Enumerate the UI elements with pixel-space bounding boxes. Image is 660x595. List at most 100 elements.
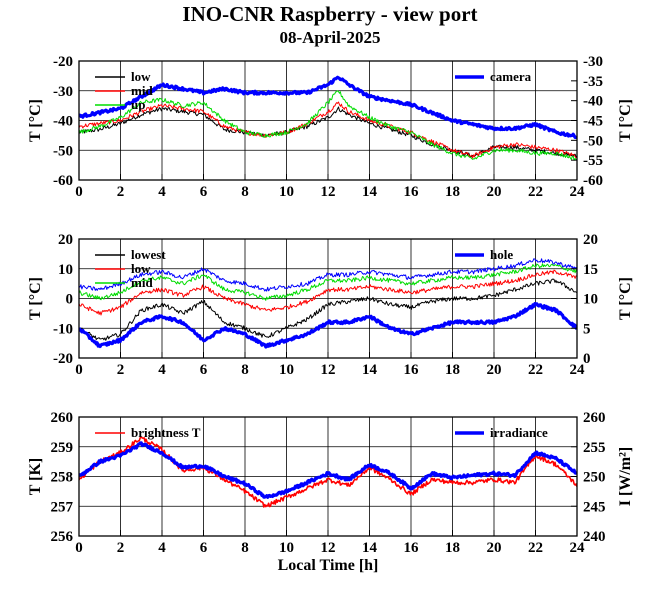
chart-title: INO-CNR Raspberry - view port bbox=[182, 2, 478, 26]
x-tick-label: 6 bbox=[200, 184, 208, 200]
series-line-hole bbox=[79, 302, 577, 349]
y-tick-label-right: 245 bbox=[583, 499, 606, 515]
y-tick-label-left: 10 bbox=[58, 262, 73, 278]
series-line-mid bbox=[79, 101, 577, 159]
legend-label: up bbox=[131, 97, 145, 112]
y-tick-label-right: 255 bbox=[583, 440, 606, 456]
y-tick-label-left: -10 bbox=[53, 321, 73, 337]
legend-label: brightness T bbox=[131, 425, 201, 440]
y-tick-label-left: 20 bbox=[58, 232, 73, 248]
x-tick-label: 0 bbox=[75, 540, 83, 556]
x-tick-label: 16 bbox=[404, 362, 420, 378]
x-tick-label: 0 bbox=[75, 362, 83, 378]
x-tick-label: 10 bbox=[279, 540, 294, 556]
x-tick-label: 2 bbox=[117, 362, 125, 378]
y-tick-label-right: 250 bbox=[583, 470, 606, 486]
y-axis-label-right: T [°C] bbox=[617, 99, 634, 142]
y-tick-label-right: 20 bbox=[583, 232, 598, 248]
x-tick-label: 4 bbox=[158, 362, 166, 378]
plot-area bbox=[79, 258, 577, 349]
x-tick-label: 24 bbox=[570, 184, 586, 200]
x-tick-label: 16 bbox=[404, 540, 420, 556]
x-tick-label: 12 bbox=[321, 184, 336, 200]
y-tick-label-right: -55 bbox=[583, 153, 603, 169]
y-tick-label-left: -40 bbox=[53, 114, 73, 130]
y-tick-label-left: -50 bbox=[53, 143, 73, 159]
legend-label: low bbox=[131, 69, 151, 84]
y-tick-label-right: 240 bbox=[583, 529, 606, 545]
x-tick-label: 10 bbox=[279, 184, 294, 200]
x-tick-label: 8 bbox=[241, 184, 249, 200]
series-line-camera bbox=[79, 75, 577, 140]
x-tick-label: 20 bbox=[487, 184, 502, 200]
legend-label: irradiance bbox=[490, 425, 548, 440]
y-tick-label-left: 259 bbox=[51, 440, 74, 456]
x-tick-label: 12 bbox=[321, 540, 336, 556]
x-tick-label: 2 bbox=[117, 184, 125, 200]
y-tick-label-right: -60 bbox=[583, 173, 603, 189]
y-axis-label-right: I [W/m²] bbox=[617, 447, 634, 506]
y-tick-label-right: -35 bbox=[583, 74, 603, 90]
series-line-lowest bbox=[79, 278, 577, 341]
series-line-brightness-T bbox=[79, 436, 577, 508]
y-tick-label-right: 15 bbox=[583, 262, 598, 278]
x-tick-label: 6 bbox=[200, 540, 208, 556]
plot-area bbox=[79, 436, 577, 508]
y-tick-label-left: 257 bbox=[51, 499, 74, 515]
x-tick-label: 24 bbox=[570, 540, 586, 556]
x-tick-label: 8 bbox=[241, 362, 249, 378]
y-tick-label-right: -50 bbox=[583, 133, 603, 149]
x-tick-label: 12 bbox=[321, 362, 336, 378]
x-tick-label: 14 bbox=[362, 184, 378, 200]
y-tick-label-left: -30 bbox=[53, 84, 73, 100]
series-line-upper bbox=[79, 258, 577, 292]
y-axis-label-left: T [°C] bbox=[27, 277, 44, 320]
legend-label: low bbox=[131, 261, 151, 276]
x-tick-label: 20 bbox=[487, 362, 502, 378]
y-tick-label-left: 256 bbox=[51, 529, 74, 545]
chart-subtitle: 08-April-2025 bbox=[279, 28, 381, 47]
x-tick-label: 8 bbox=[241, 540, 249, 556]
x-tick-label: 4 bbox=[158, 540, 166, 556]
x-tick-label: 10 bbox=[279, 362, 294, 378]
x-tick-label: 16 bbox=[404, 184, 420, 200]
legend-label: lowest bbox=[131, 247, 166, 262]
y-tick-label-left: -20 bbox=[53, 54, 73, 70]
y-tick-label-right: 10 bbox=[583, 292, 598, 308]
x-tick-label: 14 bbox=[362, 362, 378, 378]
y-tick-label-right: -30 bbox=[583, 54, 603, 70]
series-line-up bbox=[79, 90, 577, 161]
x-tick-label: 0 bbox=[75, 184, 83, 200]
x-tick-label: 22 bbox=[528, 184, 543, 200]
y-axis-label-left: T [°C] bbox=[27, 99, 44, 142]
legend-label: mid bbox=[131, 275, 153, 290]
series-line-low bbox=[79, 269, 577, 316]
y-tick-label-right: 5 bbox=[583, 321, 591, 337]
plot-area bbox=[79, 75, 577, 161]
y-tick-label-left: 260 bbox=[51, 410, 74, 426]
legend-label: mid bbox=[131, 83, 153, 98]
x-tick-label: 24 bbox=[570, 362, 586, 378]
x-tick-label: 14 bbox=[362, 540, 378, 556]
series-line-irradiance bbox=[79, 441, 577, 499]
x-tick-label: 22 bbox=[528, 540, 543, 556]
y-tick-label-right: 260 bbox=[583, 410, 606, 426]
y-tick-label-left: 258 bbox=[51, 470, 74, 486]
y-tick-label-right: -45 bbox=[583, 114, 603, 130]
y-tick-label-left: 0 bbox=[66, 292, 74, 308]
x-tick-label: 2 bbox=[117, 540, 125, 556]
y-tick-label-right: 0 bbox=[583, 351, 591, 367]
series-line-mid bbox=[79, 263, 577, 301]
x-tick-label: 6 bbox=[200, 362, 208, 378]
legend-label: hole bbox=[490, 247, 513, 262]
legend-label: camera bbox=[490, 69, 532, 84]
y-tick-label-right: -40 bbox=[583, 94, 603, 110]
y-tick-label-left: -20 bbox=[53, 351, 73, 367]
y-axis-label-right: T [°C] bbox=[617, 277, 634, 320]
x-tick-label: 4 bbox=[158, 184, 166, 200]
x-tick-label: 22 bbox=[528, 362, 543, 378]
x-tick-label: 18 bbox=[445, 362, 460, 378]
x-axis-label: Local Time [h] bbox=[278, 557, 379, 574]
y-tick-label-left: -60 bbox=[53, 173, 73, 189]
